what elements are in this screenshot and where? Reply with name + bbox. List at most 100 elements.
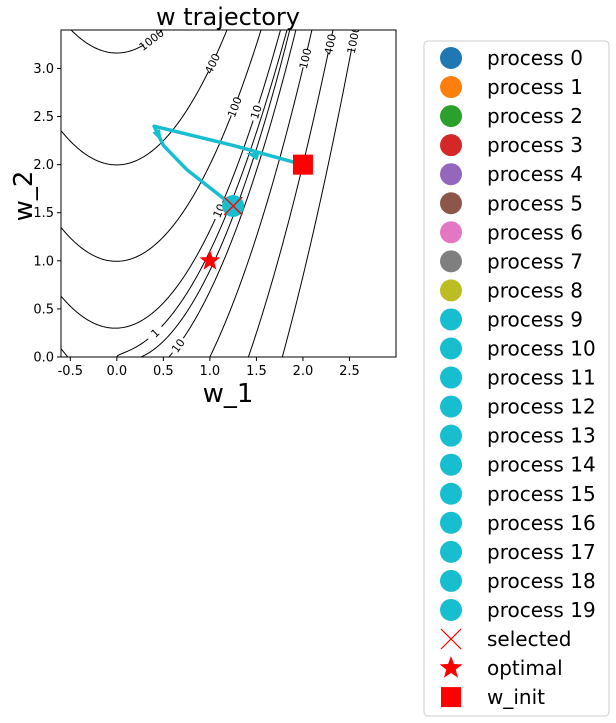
contour-label-bg	[167, 334, 189, 357]
x-axis: -0.5 0.0 0.5 1.0 1.5 2.0 2.5	[58, 357, 360, 379]
legend-item: process 12	[440, 395, 596, 419]
y-tick-label: 0.0	[33, 351, 54, 366]
w-init-marker	[292, 154, 313, 175]
x-axis-label: w_1	[203, 379, 254, 409]
legend-star-marker	[439, 656, 463, 678]
y-tick-label: 3.0	[33, 62, 54, 77]
legend-item: process 0	[440, 46, 583, 70]
contour-lines	[61, 30, 356, 357]
contour-label-bg	[322, 34, 338, 55]
legend-label: process 16	[487, 511, 596, 535]
x-tick-label: 0.5	[153, 364, 174, 379]
legend-circle-marker	[440, 337, 462, 360]
legend-circle-marker	[440, 76, 462, 99]
legend-circle-marker	[440, 540, 462, 563]
legend-x-marker	[440, 628, 462, 650]
legend-circle-marker	[440, 308, 462, 331]
legend-circle-marker	[440, 163, 462, 186]
legend-circle-marker	[440, 192, 462, 215]
legend-circle-marker	[440, 47, 462, 69]
plot-frame	[60, 29, 397, 358]
chart-title: w trajectory	[156, 3, 300, 31]
y-axis-label: w_2	[9, 171, 39, 222]
legend-label: process 10	[487, 337, 596, 361]
legend-item: process 2	[440, 104, 583, 128]
legend-entries: process 0 process 1 process 2 process 3 proc…	[439, 46, 596, 709]
legend-item: process 6	[440, 220, 583, 244]
contour-label-bg	[297, 48, 314, 69]
legend-circle-marker	[440, 366, 462, 389]
contour-label-400: 400	[202, 51, 223, 76]
legend-item: process 3	[440, 133, 583, 157]
legend-square-marker	[441, 687, 461, 708]
legend-item: process 9	[440, 307, 583, 331]
legend-label: process 17	[487, 540, 596, 564]
legend-circle-marker	[440, 569, 462, 592]
legend-item: process 11	[440, 366, 596, 390]
legend-circle-marker	[440, 598, 462, 621]
legend-item: selected	[440, 627, 571, 651]
legend-circle-marker	[440, 105, 462, 128]
legend-circle-marker	[440, 134, 462, 157]
contour-line-10	[61, 30, 297, 357]
legend-circle-marker	[440, 279, 462, 302]
optimal-marker	[199, 249, 221, 270]
legend-label: process 19	[487, 598, 596, 622]
legend-label: process 14	[487, 453, 596, 477]
contour-label-bg	[144, 322, 166, 344]
legend: process 0 process 1 process 2 process 3 proc…	[423, 40, 610, 717]
y-tick-label: 2.5	[33, 110, 54, 125]
legend-label: w_init	[487, 685, 545, 709]
contour-label-bg	[225, 96, 244, 118]
y-axis: 0.0 0.5 1.0 1.5 2.0 2.5 3.0	[33, 62, 61, 366]
legend-label: process 1	[487, 75, 583, 99]
legend-label: process 11	[487, 366, 596, 390]
trajectory-line	[152, 124, 304, 208]
y-tick-label: 0.5	[33, 302, 54, 317]
legend-item: process 14	[440, 453, 596, 477]
legend-label: process 6	[487, 220, 583, 244]
trajectory-arrow	[246, 152, 260, 161]
legend-label: process 4	[487, 162, 583, 186]
marker-layer	[199, 154, 313, 270]
contour-line-1000	[70, 30, 356, 357]
legend-label: process 13	[487, 424, 596, 448]
legend-item: process 4	[440, 162, 583, 186]
contour-label-bg	[202, 52, 222, 75]
contour-line-1	[116, 30, 291, 357]
legend-circle-marker	[440, 453, 462, 476]
contour-label-10: 10	[169, 336, 188, 355]
legend-item: optimal	[439, 656, 563, 680]
legend-circle-marker	[440, 511, 462, 534]
x-tick-label: 1.5	[246, 364, 267, 379]
legend-label: process 7	[487, 249, 583, 273]
legend-item: process 19	[440, 598, 596, 622]
legend-item: process 5	[440, 191, 583, 215]
legend-label: process 12	[487, 395, 596, 419]
contour-label-400: 400	[322, 33, 339, 56]
legend-label: process 2	[487, 104, 583, 128]
legend-label: process 18	[487, 569, 596, 593]
legend-item: process 15	[440, 482, 596, 506]
legend-item: process 18	[440, 569, 596, 593]
legend-label: process 15	[487, 482, 596, 506]
legend-item: process 16	[440, 511, 596, 535]
legend-item: process 1	[440, 75, 583, 99]
y-tick-label: 2.0	[33, 158, 54, 173]
contour-label-bg	[345, 30, 361, 50]
contour-line-100	[61, 30, 313, 357]
legend-item: process 7	[440, 249, 583, 273]
legend-label: selected	[487, 627, 571, 651]
y-tick-label: 1.5	[33, 206, 54, 221]
legend-item: process 8	[440, 278, 583, 302]
legend-label: process 3	[487, 133, 583, 157]
x-tick-label: 1.0	[200, 364, 221, 379]
legend-item: w_init	[441, 685, 545, 709]
legend-frame	[423, 40, 610, 717]
contour-label-bg	[247, 101, 265, 123]
legend-circle-marker	[440, 482, 462, 505]
y-tick-label: 1.0	[33, 254, 54, 269]
x-tick-label: 0.0	[106, 364, 127, 379]
legend-label: optimal	[487, 656, 563, 680]
